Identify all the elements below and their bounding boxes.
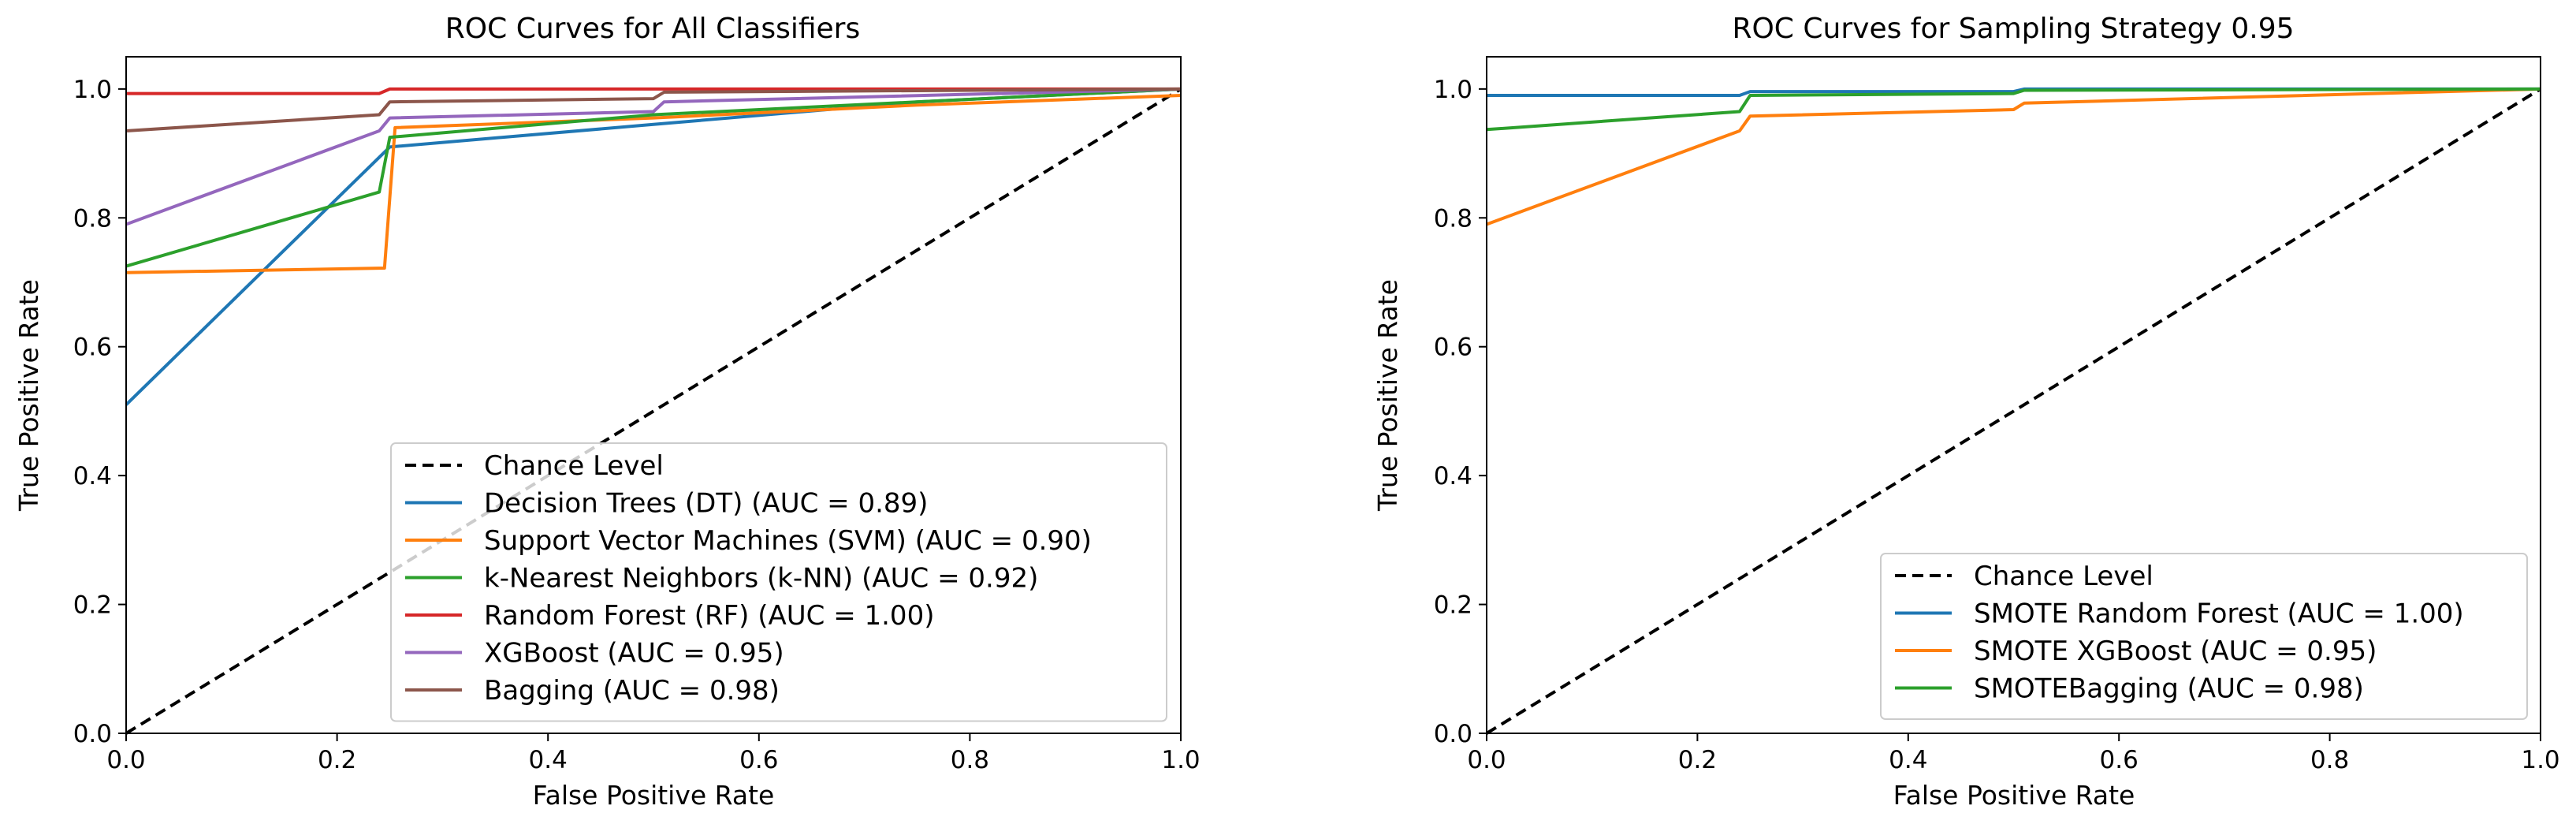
x-axis-label: False Positive Rate: [533, 780, 775, 811]
y-tick-label: 0.8: [73, 204, 112, 233]
x-tick-label: 0.0: [1467, 746, 1506, 774]
x-tick-label: 0.4: [529, 746, 568, 774]
x-tick-label: 0.4: [1889, 746, 1927, 774]
legend-label: Decision Trees (DT) (AUC = 0.89): [484, 488, 928, 520]
legend-label: Chance Level: [484, 450, 664, 482]
series-group: [1485, 87, 2542, 735]
x-tick-label: 0.6: [2100, 746, 2139, 774]
roc-curve-1: [125, 87, 1182, 406]
roc-curve-2: [125, 94, 1182, 274]
legend-label: k-Nearest Neighbors (k-NN) (AUC = 0.92): [484, 563, 1038, 595]
chart-title: ROC Curves for All Classifiers: [445, 13, 860, 45]
x-tick-label: 0.2: [1678, 746, 1717, 774]
legend: Chance Level Decision Trees (DT) (AUC = 0…: [390, 442, 1167, 722]
x-tick-label: 0.0: [106, 746, 145, 774]
y-tick-label: 0.8: [1434, 204, 1472, 233]
y-tick-label: 0.0: [1434, 720, 1472, 748]
roc-curve-2: [1486, 87, 2541, 226]
roc-curve-5: [125, 87, 1182, 226]
legend-label: Chance Level: [1974, 561, 2153, 592]
y-tick-label: 0.6: [1434, 334, 1472, 362]
y-tick-label: 0.2: [73, 591, 112, 620]
x-tick-label: 1.0: [2521, 746, 2559, 774]
chance-level-line: [1485, 88, 2542, 735]
y-tick-label: 1.0: [1434, 76, 1472, 104]
panel-sampling-strategy: ROC Curves for Sampling Strategy 0.95 0.…: [1372, 13, 2560, 811]
legend-box: [1880, 553, 2528, 720]
x-tick-label: 0.8: [951, 746, 989, 774]
legend-label: SMOTEBagging (AUC = 0.98): [1974, 673, 2364, 705]
y-axis-label: True Positive Rate: [13, 279, 44, 512]
axis-ticks: 0.0 0.2 0.4 0.6 0.8 1.0 0.0 0.2 0.4 0.6 0.8 1.0: [1434, 76, 2560, 774]
y-tick-label: 1.0: [73, 76, 112, 104]
x-tick-label: 1.0: [1161, 746, 1200, 774]
x-tick-label: 0.2: [318, 746, 356, 774]
legend-label: SMOTE XGBoost (AUC = 0.95): [1974, 636, 2377, 667]
x-axis-label: False Positive Rate: [1893, 780, 2135, 811]
legend: Chance Level SMOTE Random Forest (AUC = 1…: [1880, 553, 2528, 720]
legend-label: Random Forest (RF) (AUC = 1.00): [484, 600, 934, 632]
y-tick-label: 0.2: [1434, 591, 1472, 620]
roc-curve-4: [126, 87, 1181, 95]
roc-curve-3: [125, 87, 1182, 268]
legend-label: XGBoost (AUC = 0.95): [484, 638, 784, 669]
y-tick-label: 0.4: [1434, 462, 1472, 490]
y-tick-label: 0.4: [73, 462, 112, 490]
legend-box: [390, 442, 1167, 722]
y-tick-label: 0.0: [73, 720, 112, 748]
x-tick-label: 0.8: [2310, 746, 2349, 774]
legend-label: SMOTE Random Forest (AUC = 1.00): [1974, 598, 2464, 630]
roc-curve-6: [125, 87, 1182, 132]
legend-label: Support Vector Machines (SVM) (AUC = 0.9…: [484, 525, 1092, 557]
roc-curve-3: [1486, 87, 2541, 132]
legend-label: Bagging (AUC = 0.98): [484, 675, 780, 707]
panel-all-classifiers: ROC Curves for All Classifiers 0.0 0.2 0.4…: [13, 13, 1201, 811]
y-tick-label: 0.6: [73, 334, 112, 362]
axis-ticks: 0.0 0.2 0.4 0.6 0.8 1.0 0.0 0.2 0.4 0.6 0.8 1.0: [73, 76, 1201, 774]
y-axis-label: True Positive Rate: [1372, 279, 1403, 512]
x-tick-label: 0.6: [739, 746, 778, 774]
chart-title: ROC Curves for Sampling Strategy 0.95: [1732, 13, 2294, 45]
plot-frame: [125, 56, 1182, 734]
series-group: [125, 87, 1182, 735]
chance-level-line: [125, 88, 1182, 735]
plot-frame: [1486, 56, 2541, 734]
